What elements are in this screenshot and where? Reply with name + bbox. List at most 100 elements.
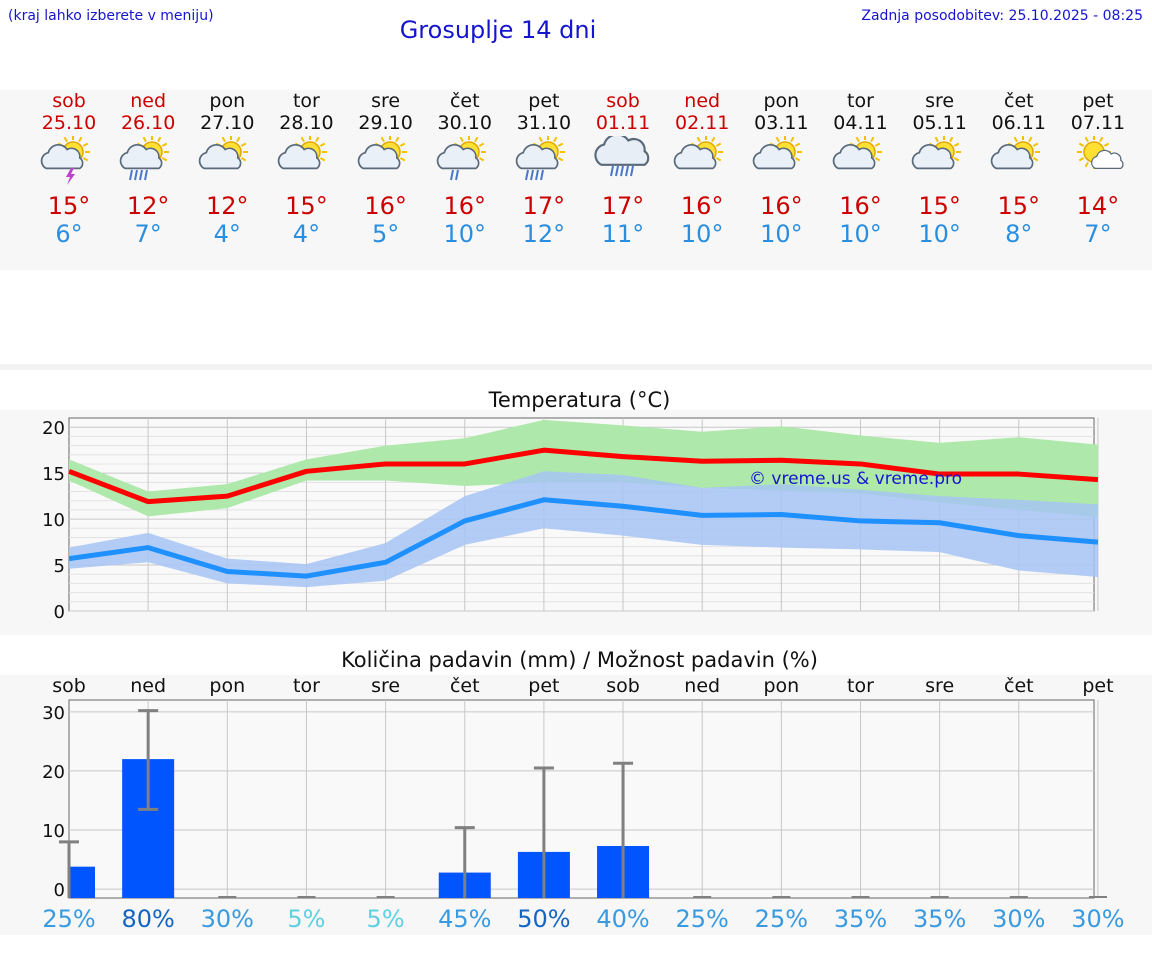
- precipitation-probability: 5%: [287, 905, 325, 933]
- min-temperature-line: [68, 497, 1099, 579]
- x-tick-label: tor: [847, 675, 874, 697]
- precipitation-probability: 25%: [676, 905, 729, 933]
- watermark: © vreme.us & vreme.pro: [749, 469, 962, 489]
- y-tick-label: 10: [42, 510, 65, 531]
- precipitation-probability: 25%: [42, 905, 95, 933]
- y-tick-label: 0: [54, 880, 65, 901]
- y-tick-label: 5: [54, 556, 65, 577]
- plot-area: [68, 699, 1095, 899]
- max-temperature-range: [69, 419, 1098, 518]
- day-name: pon: [209, 90, 246, 112]
- max-temperature: 16°: [839, 192, 882, 220]
- day-name: sob: [52, 90, 86, 112]
- x-tick-label: sre: [371, 675, 400, 697]
- max-temperature: 12°: [126, 192, 170, 220]
- day-name: pet: [1082, 90, 1114, 112]
- day-name: tor: [847, 90, 874, 112]
- max-temperature: 15°: [285, 192, 328, 220]
- min-temperature: 12°: [522, 220, 566, 248]
- x-tick-label: pet: [528, 675, 559, 697]
- separator: [0, 364, 1152, 370]
- max-temperature: 16°: [760, 192, 803, 220]
- min-temperature-range: [69, 471, 1098, 588]
- y-tick-label: 20: [42, 418, 65, 439]
- precipitation-probability: 30%: [201, 905, 254, 933]
- precipitation-probability: 5%: [367, 905, 405, 933]
- precipitation-probability: 40%: [596, 905, 649, 933]
- sun-cloud-icon: [357, 136, 407, 170]
- day-date: 31.10: [516, 112, 572, 134]
- day-date: 02.11: [674, 112, 730, 134]
- sun-cloud-icon: [911, 136, 961, 170]
- day-date: 05.11: [912, 112, 967, 134]
- day-name: tor: [292, 90, 320, 112]
- forecast-day: sre 05.11 15° 10°: [900, 90, 980, 248]
- precipitation-probability: 80%: [121, 905, 174, 933]
- forecast-day: pon 03.11 16° 10°: [741, 90, 821, 248]
- day-name: sre: [371, 90, 401, 112]
- min-temperature: 10°: [760, 220, 803, 248]
- max-temperature: 16°: [680, 192, 724, 220]
- y-tick-label: 30: [42, 703, 65, 724]
- day-name: čet: [449, 90, 480, 112]
- day-name: sre: [925, 90, 955, 112]
- temperature-chart: 0 5 10 15 20 © vreme.us & vreme.pro: [42, 417, 1099, 623]
- x-tick-label: čet: [450, 675, 480, 697]
- x-tick-label: ned: [130, 675, 166, 697]
- precipitation-chart-title: Količina padavin (mm) / Možnost padavin …: [341, 648, 818, 672]
- min-temperature: 10°: [918, 220, 961, 248]
- precipitation-probability: 25%: [755, 905, 808, 933]
- day-date: 01.11: [595, 112, 651, 134]
- temperature-chart-title: Temperatura (°C): [488, 388, 671, 412]
- day-date: 28.10: [279, 112, 334, 134]
- sun-cloud-icon: [832, 136, 882, 170]
- x-tick-label: sob: [52, 675, 86, 697]
- min-temperature: 11°: [601, 220, 645, 248]
- sun-cloud-thunder-icon: [40, 136, 90, 185]
- x-tick-label: sre: [925, 675, 954, 697]
- min-temperature: 10°: [443, 220, 487, 248]
- sun-cloud-icon: [278, 136, 328, 170]
- precipitation-bar: [69, 866, 95, 898]
- min-temperature: 7°: [1084, 220, 1112, 248]
- precipitation-probability: 45%: [438, 905, 491, 933]
- day-name: pon: [763, 90, 800, 112]
- max-temperature: 15°: [47, 192, 91, 220]
- max-temperature: 15°: [997, 192, 1041, 220]
- y-tick-label: 20: [42, 762, 65, 783]
- y-tick-label: 15: [42, 464, 65, 485]
- forecast-day: pet 07.11 14° 7°: [1058, 90, 1138, 248]
- max-temperature-line: [68, 447, 1099, 505]
- max-temperature: 15°: [918, 192, 961, 220]
- sun-cloud-icon: [199, 136, 249, 170]
- max-temperature: 16°: [443, 192, 487, 220]
- forecast-day: tor 28.10 15° 4°: [266, 90, 346, 248]
- max-temperature: 17°: [522, 192, 566, 220]
- min-temperature: 4°: [213, 220, 241, 248]
- precipitation-chart: 0 10 20 30 sob ned pon tor sre čet pet sob ned pon tor…: [42, 675, 1125, 933]
- sun-cloud-rain-icon: [515, 136, 565, 181]
- forecast-day: čet 30.10 16° 10°: [425, 90, 505, 248]
- precipitation-probability: 35%: [913, 905, 966, 933]
- day-name: čet: [1004, 90, 1034, 112]
- x-tick-label: sob: [606, 675, 640, 697]
- day-date: 25.10: [41, 112, 97, 134]
- max-temperature: 17°: [601, 192, 645, 220]
- precipitation-probability: 30%: [1071, 905, 1124, 933]
- day-name: ned: [130, 90, 167, 112]
- x-tick-label: tor: [293, 675, 320, 697]
- min-temperature: 10°: [839, 220, 882, 248]
- max-temperature: 14°: [1076, 192, 1120, 220]
- day-date: 04.11: [833, 112, 888, 134]
- sun-cloud-icon: [990, 136, 1040, 170]
- daily-forecast-strip: sob 25.10 15° 6° ned 26.10 12° 7° pon 27.10 12° 4° t…: [0, 90, 1152, 270]
- x-tick-label: pon: [209, 675, 245, 697]
- forecast-day: sob 25.10 15° 6°: [29, 90, 109, 248]
- x-tick-label: pon: [763, 675, 799, 697]
- sun-cloud-icon: [673, 136, 724, 170]
- precipitation-probability: 30%: [992, 905, 1045, 933]
- day-date: 27.10: [200, 112, 255, 134]
- cloud-rain-icon: [594, 136, 650, 177]
- day-date: 03.11: [754, 112, 809, 134]
- min-temperature: 7°: [134, 220, 162, 248]
